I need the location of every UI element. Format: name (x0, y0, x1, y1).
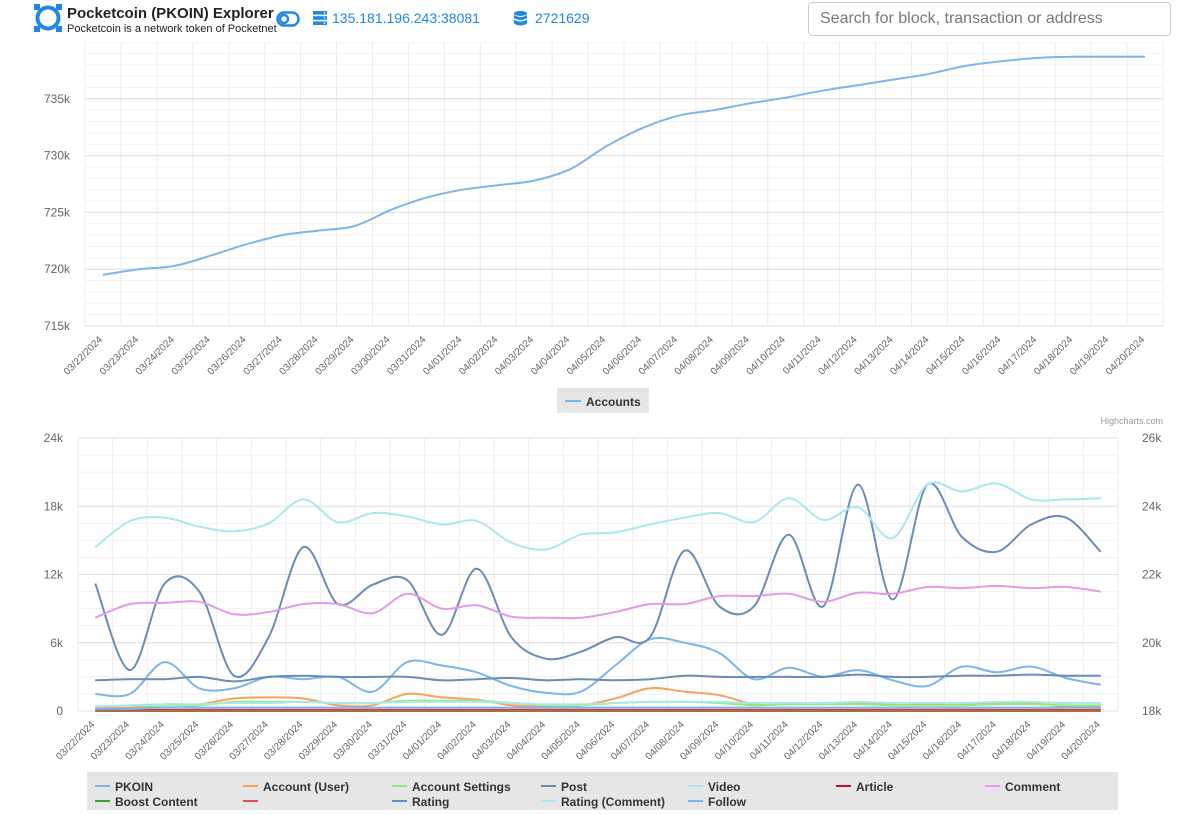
grid-lines (85, 42, 1163, 326)
activity-chart-svg: 0 6k 12k 18k 24k 18k 20k 22k 24k 26k 03/22/202403/… (0, 427, 1183, 810)
y-axis: 715k 720k 725k 730k 735k (44, 92, 71, 333)
legend[interactable]: Accounts (557, 388, 649, 413)
highcharts-credit[interactable]: Highcharts.com (1100, 416, 1163, 426)
legend-item-accounts[interactable]: Accounts (586, 395, 641, 409)
y-left-tick-label: 18k (44, 499, 64, 513)
site-subtitle: Pocketcoin is a network token of Pocketn… (67, 23, 277, 35)
y-left-tick-label: 12k (44, 568, 64, 582)
y-tick-label: 730k (44, 149, 71, 163)
legend-item-boost-content[interactable]: Boost Content (115, 795, 198, 809)
y-tick-label: 735k (44, 92, 71, 106)
series-line-follow (95, 708, 1100, 709)
y-right-tick-label: 20k (1142, 636, 1162, 650)
search-input[interactable] (808, 2, 1171, 36)
accounts-chart-svg: 715k 720k 725k 730k 735k 03/22/202403/23/2024… (0, 42, 1183, 427)
y-left-tick-label: 24k (44, 431, 64, 445)
legend-item-account-user[interactable]: Account (User) (263, 780, 349, 794)
top-navbar: Pocketcoin (PKOIN) Explorer Pocketcoin i… (0, 0, 1183, 42)
y-left-tick-label: 6k (50, 636, 64, 650)
legend: PKOIN Account (User) Account Settings Post V… (87, 772, 1118, 810)
x-axis: 03/22/202403/23/202403/24/202403/25/2024… (62, 334, 1148, 377)
legend-item-comment[interactable]: Comment (1005, 780, 1060, 794)
legend-item-video[interactable]: Video (708, 780, 740, 794)
y-tick-label: 720k (44, 262, 71, 276)
theme-toggle-icon[interactable] (276, 11, 300, 27)
database-icon (514, 11, 527, 26)
y-right-tick-label: 22k (1142, 568, 1162, 582)
site-title[interactable]: Pocketcoin (PKOIN) Explorer (67, 5, 274, 22)
legend-item-article[interactable]: Article (856, 780, 894, 794)
x-axis: 03/22/202403/23/202403/24/202403/25/2024… (54, 719, 1103, 762)
y-axis-left: 0 6k 12k 18k 24k (44, 431, 64, 718)
y-axis-right: 18k 20k 22k 24k 26k (1142, 431, 1162, 718)
grid-lines (78, 438, 1118, 711)
legend-item-account-settings[interactable]: Account Settings (412, 780, 511, 794)
y-right-tick-label: 26k (1142, 431, 1162, 445)
y-right-tick-label: 18k (1142, 704, 1162, 718)
server-icon (313, 11, 327, 25)
block-height-link[interactable]: 2721629 (535, 10, 590, 26)
legend-item-follow[interactable]: Follow (708, 795, 747, 809)
y-tick-label: 715k (44, 319, 71, 333)
y-tick-label: 725k (44, 205, 71, 219)
x-tick-label: 04/20/2024 (1104, 334, 1147, 377)
node-address-link[interactable]: 135.181.196.243:38081 (332, 10, 480, 26)
pocketcoin-logo-icon[interactable] (33, 3, 63, 33)
legend-item-rating[interactable]: Rating (412, 795, 449, 809)
legend-item-rating-comment[interactable]: Rating (Comment) (561, 795, 665, 809)
legend-item-pkoin[interactable]: PKOIN (115, 780, 153, 794)
y-left-tick-label: 0 (56, 704, 63, 718)
legend-item-post[interactable]: Post (561, 780, 587, 794)
y-right-tick-label: 24k (1142, 499, 1162, 513)
